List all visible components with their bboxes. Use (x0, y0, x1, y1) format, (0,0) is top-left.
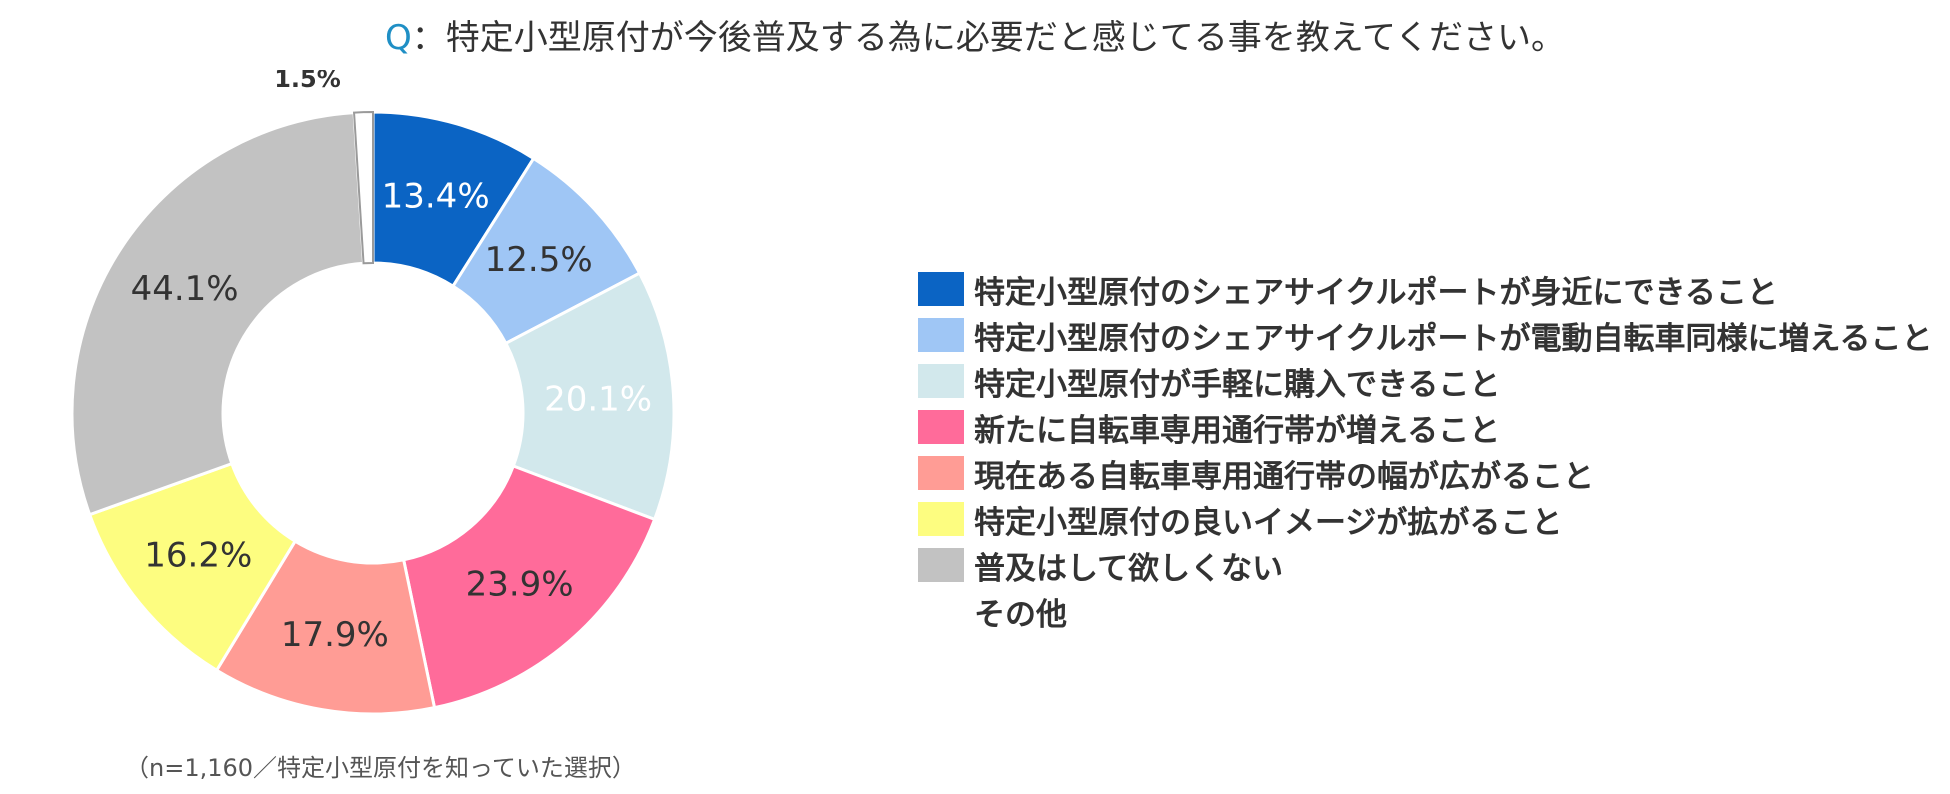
legend-label: 特定小型原付の良いイメージが拡がること (974, 504, 1563, 541)
legend-item-1: 特定小型原付のシェアサイクルポートが身近にできること (918, 266, 1933, 312)
slice-3 (503, 271, 676, 522)
legend-label: 普及はして欲しくない (974, 550, 1284, 587)
legend-item-6: 特定小型原付の良いイメージが拡がること (918, 496, 1933, 542)
legend-label: その他 (974, 596, 1067, 633)
legend-item-3: 特定小型原付が手軽に購入できること (918, 358, 1933, 404)
legend-label: 特定小型原付が手軽に購入できること (974, 366, 1501, 403)
slice-6 (87, 461, 298, 673)
slice-7 (70, 111, 366, 517)
legend-item-2: 特定小型原付のシェアサイクルポートが電動自転車同様に増えること (918, 312, 1933, 358)
legend-swatch (918, 594, 964, 628)
legend-label: 新たに自転車専用通行帯が増えること (974, 412, 1501, 449)
legend-swatch (918, 456, 964, 490)
slice-label-6: 16.2% (144, 536, 252, 576)
sample-note: （n=1,160／特定小型原付を知っていた選択） (125, 754, 636, 782)
slice-label-2: 12.5% (485, 240, 593, 280)
slice-4 (401, 464, 657, 710)
slice-label-8: 1.5% (274, 70, 341, 93)
chart-legend: 特定小型原付のシェアサイクルポートが身近にできること特定小型原付のシェアサイクル… (918, 266, 1933, 634)
slice-label-1: 13.4% (382, 176, 490, 216)
chart-title: Q：特定小型原付が今後普及する為に必要だと感じてる事を教えてください。 (0, 16, 1950, 60)
legend-label: 現在ある自転車専用通行帯の幅が広がること (974, 458, 1594, 495)
legend-swatch (918, 548, 964, 582)
slice-label-4: 23.9% (466, 564, 574, 604)
donut-chart: 13.4% 12.5% 20.1% 23.9% 17.9% 16.2% 44.1% 1.5% (70, 70, 676, 716)
title-text: ：特定小型原付が今後普及する為に必要だと感じてる事を教えてください。 (411, 18, 1566, 58)
legend-swatch (918, 272, 964, 306)
legend-item-8: その他 (918, 588, 1933, 634)
slice-8 (352, 110, 374, 265)
legend-item-7: 普及はして欲しくない (918, 542, 1933, 588)
legend-label: 特定小型原付のシェアサイクルポートが身近にできること (974, 274, 1778, 311)
legend-item-5: 現在ある自転車専用通行帯の幅が広がること (918, 450, 1933, 496)
legend-swatch (918, 318, 964, 352)
legend-label: 特定小型原付のシェアサイクルポートが電動自転車同様に増えること (974, 320, 1933, 357)
slice-label-7: 44.1% (131, 269, 239, 309)
slice-label-3: 20.1% (544, 379, 652, 419)
legend-swatch (918, 364, 964, 398)
slice-label-5: 17.9% (281, 615, 389, 655)
legend-swatch (918, 410, 964, 444)
title-prefix: Q (384, 18, 412, 58)
legend-item-4: 新たに自転車専用通行帯が増えること (918, 404, 1933, 450)
legend-swatch (918, 502, 964, 536)
